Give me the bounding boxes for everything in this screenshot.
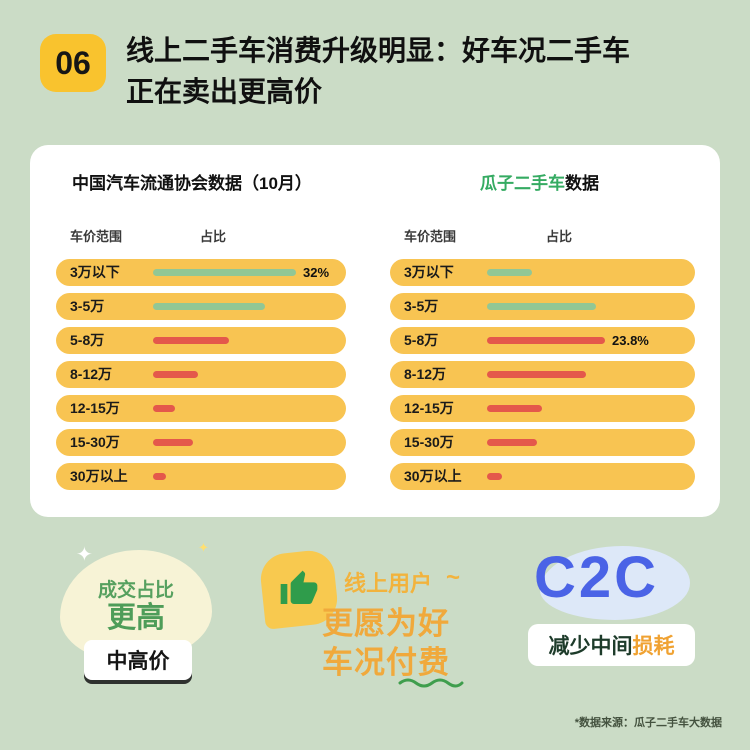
c2c-highlight-blob <box>540 546 690 620</box>
thumbs-up-icon <box>280 570 318 604</box>
comparison-card: 中国汽车流通协会数据（10月） 车价范围 占比 3万以下 32% 3-5万 5-8万 8… <box>30 145 720 517</box>
category-label: 5-8万 <box>404 332 439 348</box>
value-bar <box>153 371 198 378</box>
category-label: 30万以上 <box>70 468 128 484</box>
category-label: 8-12万 <box>70 366 113 382</box>
category-label: 15-30万 <box>70 434 120 450</box>
value-bar <box>487 337 605 344</box>
value-bar <box>153 269 296 276</box>
category-label: 3万以下 <box>70 264 120 280</box>
chart-row: 3万以下 32% <box>56 259 346 286</box>
c2c-text: C2C <box>534 545 660 610</box>
value-label: 23.8% <box>612 333 649 348</box>
data-source-note: *数据来源：瓜子二手车大数据 <box>574 717 722 729</box>
value-bar <box>487 473 502 480</box>
chart-title-guazi-rest: 数据 <box>565 174 599 193</box>
column-headers: 车价范围 占比 <box>404 226 695 245</box>
chart-title-guazi: 瓜子二手车数据 <box>480 169 695 194</box>
online-users-label: 线上用户 <box>344 571 433 596</box>
value-bar <box>153 303 265 310</box>
chart-row: 5-8万 23.8% <box>390 327 695 354</box>
chart-row: 3-5万 <box>56 293 346 320</box>
reduce-loss-tag: 减少中间 损耗 <box>528 624 695 666</box>
chart-row: 15-30万 <box>390 429 695 456</box>
chart-row: 30万以上 <box>390 463 695 490</box>
section-number-badge: 06 <box>40 34 106 92</box>
value-bar <box>153 405 175 412</box>
column-headers: 车价范围 占比 <box>70 226 346 245</box>
sparkle-icon: ✦ <box>198 540 209 555</box>
category-label: 8-12万 <box>404 366 447 382</box>
reduce-middle-text: 减少中间 <box>548 635 633 658</box>
page-title: 线上二手车消费升级明显：好车况二手车 正在卖出更高价 <box>126 30 630 112</box>
chart-row: 12-15万 <box>56 395 346 422</box>
col-header-share: 占比 <box>546 229 573 244</box>
sparkle-icon: ✦ <box>76 544 93 566</box>
wave-decoration <box>398 678 464 688</box>
value-bar <box>153 439 193 446</box>
deal-share-higher: 更高 <box>106 602 165 634</box>
chart-row: 3-5万 <box>390 293 695 320</box>
chart-row: 8-12万 <box>56 361 346 388</box>
value-bar <box>153 337 229 344</box>
chart-row: 15-30万 <box>56 429 346 456</box>
category-label: 3-5万 <box>70 298 105 314</box>
category-label: 3万以下 <box>404 264 454 280</box>
squiggle-decoration: ~ <box>446 564 461 591</box>
chart-rows-guazi: 3万以下 3-5万 5-8万 23.8% 8-12万 12-15万 15-30万 30万以上 <box>390 259 695 490</box>
value-bar <box>487 303 596 310</box>
page-title-line2: 正在卖出更高价 <box>126 76 323 107</box>
value-bar <box>487 405 542 412</box>
value-bar <box>487 439 537 446</box>
pay-more-line2: 车况付费 <box>322 645 450 680</box>
chart-row: 8-12万 <box>390 361 695 388</box>
value-bar <box>153 473 166 480</box>
loss-text: 损耗 <box>632 635 675 658</box>
thumb-bubble <box>258 548 340 630</box>
chart-row: 3万以下 <box>390 259 695 286</box>
col-header-share: 占比 <box>200 229 227 244</box>
category-label: 15-30万 <box>404 434 454 450</box>
chart-row: 12-15万 <box>390 395 695 422</box>
pay-more-line1: 更愿为好 <box>322 606 450 641</box>
brand-name: 瓜子二手车 <box>480 174 565 193</box>
chart-row: 30万以上 <box>56 463 346 490</box>
value-label: 32% <box>303 265 330 280</box>
chart-row: 5-8万 <box>56 327 346 354</box>
mid-high-price-tag: 中高价 <box>84 640 192 680</box>
col-header-price-range: 车价范围 <box>404 229 457 244</box>
chart-guazi: 瓜子二手车数据 车价范围 占比 3万以下 3-5万 5-8万 23.8% 8-12万 12… <box>390 169 695 497</box>
category-label: 12-15万 <box>70 400 120 416</box>
page-title-line1: 线上二手车消费升级明显：好车况二手车 <box>126 35 631 66</box>
chart-rows-association: 3万以下 32% 3-5万 5-8万 8-12万 12-15万 15-30万 30万以上 <box>56 259 346 490</box>
category-label: 12-15万 <box>404 400 454 416</box>
value-bar <box>487 371 586 378</box>
category-label: 5-8万 <box>70 332 105 348</box>
col-header-price-range: 车价范围 <box>70 229 123 244</box>
category-label: 30万以上 <box>404 468 462 484</box>
chart-association: 中国汽车流通协会数据（10月） 车价范围 占比 3万以下 32% 3-5万 5-8万 8… <box>56 169 346 497</box>
chart-title-association: 中国汽车流通协会数据（10月） <box>72 174 312 193</box>
category-label: 3-5万 <box>404 298 439 314</box>
value-bar <box>487 269 532 276</box>
deal-share-text: 成交占比 <box>97 580 174 601</box>
